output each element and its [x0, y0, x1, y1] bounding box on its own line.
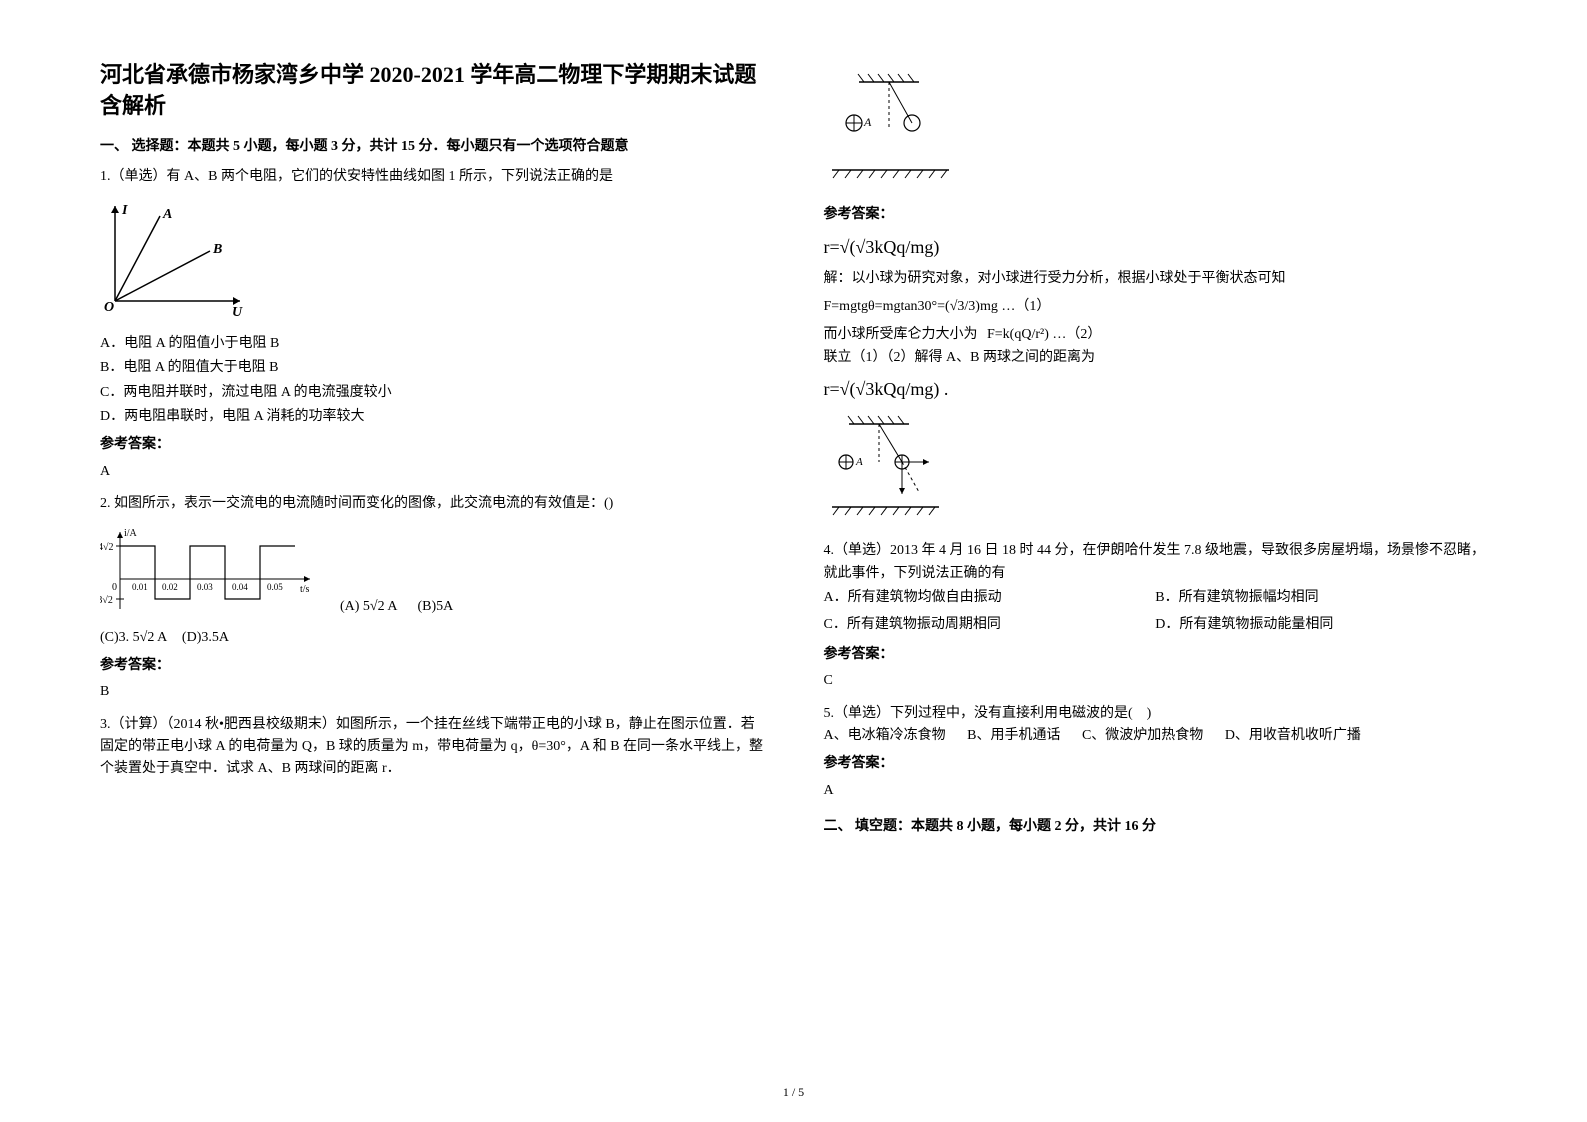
q2-opt-c: (C)3. 5√2 A — [100, 630, 166, 645]
q1-opt-d: D．两电阻串联时，电阻 A 消耗的功率较大 — [100, 406, 764, 428]
svg-text:A: A — [855, 456, 863, 468]
right-column: A 参考答案： r=√(√3kQq/mg) 解：以小球为研究对象，对小球进行受力… — [824, 60, 1488, 847]
q5-stem: 5.（单选）下列过程中，没有直接利用电磁波的是( ) — [824, 703, 1488, 725]
q4-opt-d: D．所有建筑物振动能量相同 — [1155, 614, 1487, 636]
svg-text:O: O — [104, 300, 114, 315]
q4-stem: 4.（单选）2013 年 4 月 16 日 18 时 44 分，在伊朗哈什发生 … — [824, 540, 1488, 585]
q5-answer: A — [824, 780, 1488, 802]
svg-text:0.01: 0.01 — [132, 582, 148, 592]
q5-opt-b: B、用手机通话 — [967, 728, 1060, 743]
q1-stem: 1.（单选）有 A、B 两个电阻，它们的伏安特性曲线如图 1 所示，下列说法正确… — [100, 166, 764, 188]
question-2: 2. 如图所示，表示一交流电的电流随时间而变化的图像，此交流电流的有效值是：()… — [100, 493, 764, 704]
q2-opt-d: (D)3.5A — [182, 630, 229, 645]
svg-text:4√2: 4√2 — [100, 542, 114, 553]
q2-diagram: i/A t/s 4√2 -3√2 0 0.01 0.02 0.03 0.04 0 — [100, 524, 764, 619]
q3-diagram-1: A — [824, 68, 1488, 196]
svg-text:t/s: t/s — [300, 584, 310, 595]
q3-formula-2: F=mgtgθ=mgtan30°=(√3/3)mg …（1） — [824, 296, 1488, 318]
svg-text:I: I — [121, 203, 128, 218]
q1-diagram: I U O A B — [100, 196, 764, 324]
section-2-heading: 二、 填空题：本题共 8 小题，每小题 2 分，共计 16 分 — [824, 816, 1488, 838]
q3-line-1: 解：以小球为研究对象，对小球进行受力分析，根据小球处于平衡状态可知 — [824, 268, 1488, 290]
question-1: 1.（单选）有 A、B 两个电阻，它们的伏安特性曲线如图 1 所示，下列说法正确… — [100, 166, 764, 483]
q3-line-2: 而小球所受库仑力大小为 — [824, 327, 978, 342]
q3-formula-3: F=k(qQ/r²) …（2） — [987, 327, 1101, 342]
q2-answer-label: 参考答案： — [100, 655, 764, 677]
left-column: 河北省承德市杨家湾乡中学 2020-2021 学年高二物理下学期期末试题含解析 … — [100, 60, 764, 847]
q4-opt-a: A．所有建筑物均做自由振动 — [824, 587, 1156, 609]
svg-text:i/A: i/A — [124, 528, 138, 539]
question-5: 5.（单选）下列过程中，没有直接利用电磁波的是( ) A、电冰箱冷冻食物 B、用… — [824, 703, 1488, 803]
svg-text:0.02: 0.02 — [162, 582, 178, 592]
q1-opt-a: A．电阻 A 的阻值小于电阻 B — [100, 333, 764, 355]
section-1-heading: 一、 选择题：本题共 5 小题，每小题 3 分，共计 15 分．每小题只有一个选… — [100, 136, 764, 158]
pendulum-diagram-icon: A — [824, 68, 964, 188]
q5-opt-a: A、电冰箱冷冻食物 — [824, 728, 946, 743]
svg-text:0.05: 0.05 — [267, 582, 283, 592]
two-column-layout: 河北省承德市杨家湾乡中学 2020-2021 学年高二物理下学期期末试题含解析 … — [100, 60, 1487, 847]
question-3: 3.（计算）（2014 秋•肥西县校级期末）如图所示，一个挂在丝线下端带正电的小… — [100, 714, 764, 781]
q4-answer: C — [824, 670, 1488, 692]
q2-opt-a: (A) 5√2 A — [340, 596, 397, 618]
q2-stem: 2. 如图所示，表示一交流电的电流随时间而变化的图像，此交流电流的有效值是：() — [100, 493, 764, 515]
q3-diagram-2: A — [824, 412, 1488, 530]
svg-text:B: B — [212, 242, 222, 257]
document-title: 河北省承德市杨家湾乡中学 2020-2021 学年高二物理下学期期末试题含解析 — [100, 60, 764, 122]
q1-options: A．电阻 A 的阻值小于电阻 B B．电阻 A 的阻值大于电阻 B C．两电阻并… — [100, 333, 764, 429]
q1-answer-label: 参考答案： — [100, 434, 764, 456]
q3-formula-4: r=√(√3kQq/mg) . — [824, 375, 1488, 404]
svg-text:U: U — [232, 305, 243, 316]
q3-answer-label: 参考答案： — [824, 204, 1488, 226]
svg-text:-3√2: -3√2 — [100, 595, 113, 606]
q3-formula-1: r=√(√3kQq/mg) — [824, 233, 1488, 262]
question-4: 4.（单选）2013 年 4 月 16 日 18 时 44 分，在伊朗哈什发生 … — [824, 540, 1488, 692]
iv-graph-icon: I U O A B — [100, 196, 250, 316]
svg-text:0.03: 0.03 — [197, 582, 213, 592]
q5-options: A、电冰箱冷冻食物 B、用手机通话 C、微波炉加热食物 D、用收音机收听广播 — [824, 725, 1488, 747]
page-footer: 1 / 5 — [0, 1083, 1587, 1102]
svg-text:A: A — [162, 207, 172, 222]
q3-line-3: 联立（1）（2）解得 A、B 两球之间的距离为 — [824, 347, 1488, 369]
q4-opt-b: B．所有建筑物振幅均相同 — [1155, 587, 1487, 609]
q1-opt-c: C．两电阻并联时，流过电阻 A 的电流强度较小 — [100, 382, 764, 404]
square-wave-icon: i/A t/s 4√2 -3√2 0 0.01 0.02 0.03 0.04 0 — [100, 524, 320, 619]
q3-answer-block: r=√(√3kQq/mg) 解：以小球为研究对象，对小球进行受力分析，根据小球处… — [824, 233, 1488, 531]
svg-text:A: A — [863, 115, 872, 129]
q5-opt-d: D、用收音机收听广播 — [1225, 728, 1361, 743]
q2-opt-b: (B)5A — [417, 596, 453, 618]
page: 河北省承德市杨家湾乡中学 2020-2021 学年高二物理下学期期末试题含解析 … — [0, 0, 1587, 1122]
q4-answer-label: 参考答案： — [824, 644, 1488, 666]
q4-options: A．所有建筑物均做自由振动 B．所有建筑物振幅均相同 C．所有建筑物振动周期相同… — [824, 585, 1488, 638]
q2-answer: B — [100, 681, 764, 703]
svg-text:0.04: 0.04 — [232, 582, 248, 592]
q1-answer: A — [100, 461, 764, 483]
q3-stem: 3.（计算）（2014 秋•肥西县校级期末）如图所示，一个挂在丝线下端带正电的小… — [100, 714, 764, 781]
q5-answer-label: 参考答案： — [824, 753, 1488, 775]
free-body-diagram-icon: A — [824, 412, 954, 522]
q5-opt-c: C、微波炉加热食物 — [1082, 728, 1203, 743]
q4-opt-c: C．所有建筑物振动周期相同 — [824, 614, 1156, 636]
q1-opt-b: B．电阻 A 的阻值大于电阻 B — [100, 357, 764, 379]
svg-text:0: 0 — [112, 582, 117, 593]
